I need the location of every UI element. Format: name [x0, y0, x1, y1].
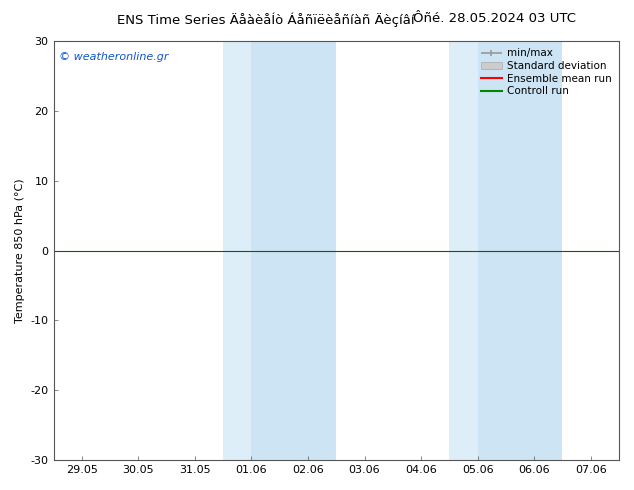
- Text: © weatheronline.gr: © weatheronline.gr: [59, 51, 169, 62]
- Text: Ôñé. 28.05.2024 03 UTC: Ôñé. 28.05.2024 03 UTC: [413, 12, 576, 25]
- Legend: min/max, Standard deviation, Ensemble mean run, Controll run: min/max, Standard deviation, Ensemble me…: [479, 46, 614, 98]
- Bar: [223, 41, 252, 460]
- Bar: [252, 41, 336, 460]
- Text: ENS Time Series ÄåàèåÍò Áåñïëèåñíàñ Äèçíâí: ENS Time Series ÄåàèåÍò Áåñïëèåñíàñ Äèçí…: [117, 12, 415, 27]
- Y-axis label: Temperature 850 hPa (°C): Temperature 850 hPa (°C): [15, 178, 25, 323]
- Bar: [450, 41, 477, 460]
- Bar: [477, 41, 562, 460]
